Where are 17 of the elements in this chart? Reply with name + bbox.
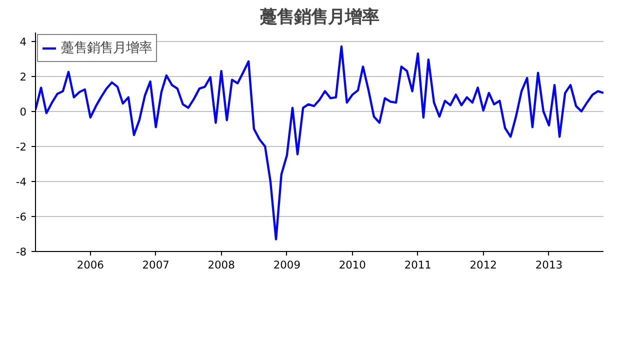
x-tick-label: 2008: [208, 258, 236, 272]
y-tick-label: 2: [20, 70, 26, 84]
y-tick-label: 4: [20, 35, 27, 48]
y-tick-label: -6: [16, 210, 27, 224]
chart-title: 躉售銷售月增率: [259, 8, 379, 28]
legend-label: 躉售銷售月增率: [61, 40, 152, 57]
x-tick-label: 2010: [338, 258, 366, 272]
x-tick-label: 2012: [470, 258, 497, 272]
y-tick-label: -2: [16, 140, 27, 154]
x-tick-label: 2006: [76, 258, 104, 272]
y-tick-label: 0: [20, 105, 27, 118]
x-tick-label: 2009: [273, 258, 301, 272]
y-tick-label: -4: [16, 175, 27, 188]
x-tick-label: 2007: [142, 258, 170, 272]
y-tick-label: -8: [16, 246, 27, 258]
x-tick-label: 2011: [404, 258, 432, 272]
x-tick-label: 2013: [535, 258, 563, 272]
